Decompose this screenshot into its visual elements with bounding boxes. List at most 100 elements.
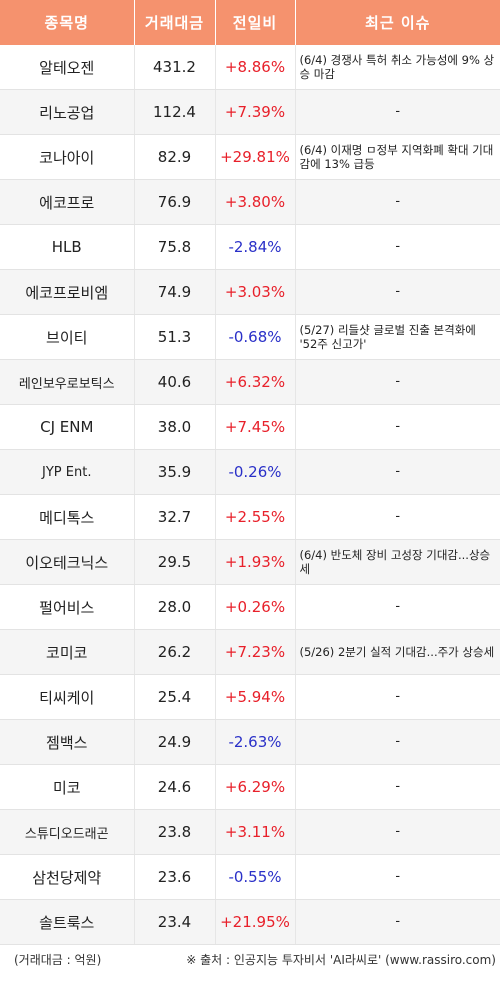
- stock-name: 레인보우로보틱스: [0, 359, 135, 405]
- stock-name: 스튜디오드래곤: [0, 809, 135, 855]
- trade-volume: 24.9: [134, 719, 216, 765]
- table-row: 펄어비스 28.0 +0.26% -: [0, 584, 500, 630]
- table-header: 종목명 거래대금 전일비 최근 이슈: [0, 0, 500, 45]
- price-change: -2.63%: [215, 719, 296, 765]
- stock-name: 젬백스: [0, 719, 135, 765]
- unit-note: (거래대금 : 억원): [14, 953, 102, 967]
- stock-table-container: 종목명 거래대금 전일비 최근 이슈 알테오젠 431.2 +8.86% (6/4) …: [0, 0, 500, 968]
- table-row: 에코프로 76.9 +3.80% -: [0, 179, 500, 225]
- recent-issue: -: [295, 449, 500, 495]
- price-change: +29.81%: [215, 134, 296, 180]
- trade-volume: 23.4: [134, 899, 216, 945]
- recent-issue: -: [295, 854, 500, 900]
- price-change: -0.68%: [215, 314, 296, 360]
- table-row: 알테오젠 431.2 +8.86% (6/4) 경쟁사 특허 취소 가능성에 9% 상…: [0, 45, 500, 90]
- price-change: +3.03%: [215, 269, 296, 315]
- trade-volume: 24.6: [134, 764, 216, 810]
- source-note: ※ 출처 : 인공지능 투자비서 'AI라씨로' (www.rassiro.co…: [186, 953, 496, 967]
- recent-issue: -: [295, 179, 500, 225]
- recent-issue: -: [295, 359, 500, 405]
- stock-name: HLB: [0, 224, 135, 270]
- recent-issue: -: [295, 809, 500, 855]
- stock-name: 에코프로: [0, 179, 135, 225]
- table-row: 에코프로비엠 74.9 +3.03% -: [0, 269, 500, 315]
- price-change: +1.93%: [215, 539, 296, 585]
- trade-volume: 35.9: [134, 449, 216, 495]
- recent-issue: -: [295, 224, 500, 270]
- table-body: 알테오젠 431.2 +8.86% (6/4) 경쟁사 특허 취소 가능성에 9% 상…: [0, 45, 500, 945]
- recent-issue: -: [295, 764, 500, 810]
- table-row: 리노공업 112.4 +7.39% -: [0, 89, 500, 135]
- stock-name: 메디톡스: [0, 494, 135, 540]
- recent-issue: (5/27) 리들샷 글로벌 진출 본격화에 '52주 신고가': [295, 314, 500, 360]
- trade-volume: 431.2: [134, 45, 216, 90]
- price-change: +0.26%: [215, 584, 296, 630]
- recent-issue: -: [295, 269, 500, 315]
- price-change: +7.39%: [215, 89, 296, 135]
- price-change: +5.94%: [215, 674, 296, 720]
- price-change: +7.45%: [215, 404, 296, 450]
- trade-volume: 74.9: [134, 269, 216, 315]
- footer: (거래대금 : 억원) ※ 출처 : 인공지능 투자비서 'AI라씨로' (ww…: [0, 945, 500, 968]
- table-row: 레인보우로보틱스 40.6 +6.32% -: [0, 359, 500, 405]
- trade-volume: 23.6: [134, 854, 216, 900]
- stock-name: 리노공업: [0, 89, 135, 135]
- recent-issue: -: [295, 404, 500, 450]
- price-change: +2.55%: [215, 494, 296, 540]
- header-volume: 거래대금: [134, 0, 216, 45]
- trade-volume: 26.2: [134, 629, 216, 675]
- price-change: +3.80%: [215, 179, 296, 225]
- trade-volume: 51.3: [134, 314, 216, 360]
- table-row: 이오테크닉스 29.5 +1.93% (6/4) 반도체 장비 고성장 기대감...상…: [0, 539, 500, 585]
- table-row: 브이티 51.3 -0.68% (5/27) 리들샷 글로벌 진출 본격화에 '52주…: [0, 314, 500, 360]
- recent-issue: -: [295, 89, 500, 135]
- trade-volume: 25.4: [134, 674, 216, 720]
- trade-volume: 28.0: [134, 584, 216, 630]
- stock-name: 티씨케이: [0, 674, 135, 720]
- price-change: +3.11%: [215, 809, 296, 855]
- recent-issue: (6/4) 이재명 ㅁ정부 지역화폐 확대 기대감에 13% 급등: [295, 134, 500, 180]
- trade-volume: 38.0: [134, 404, 216, 450]
- trade-volume: 112.4: [134, 89, 216, 135]
- table-row: 스튜디오드래곤 23.8 +3.11% -: [0, 809, 500, 855]
- price-change: +21.95%: [215, 899, 296, 945]
- table-row: 솔트룩스 23.4 +21.95% -: [0, 899, 500, 945]
- stock-name: 코미코: [0, 629, 135, 675]
- recent-issue: -: [295, 584, 500, 630]
- table-row: 티씨케이 25.4 +5.94% -: [0, 674, 500, 720]
- table-row: CJ ENM 38.0 +7.45% -: [0, 404, 500, 450]
- stock-name: 솔트룩스: [0, 899, 135, 945]
- trade-volume: 40.6: [134, 359, 216, 405]
- header-issue: 최근 이슈: [295, 0, 500, 45]
- recent-issue: -: [295, 674, 500, 720]
- recent-issue: (6/4) 경쟁사 특허 취소 가능성에 9% 상승 마감: [295, 45, 500, 90]
- trade-volume: 76.9: [134, 179, 216, 225]
- stock-name: 삼천당제약: [0, 854, 135, 900]
- stock-name: 알테오젠: [0, 45, 135, 90]
- trade-volume: 32.7: [134, 494, 216, 540]
- stock-name: 에코프로비엠: [0, 269, 135, 315]
- table-row: JYP Ent. 35.9 -0.26% -: [0, 449, 500, 495]
- trade-volume: 23.8: [134, 809, 216, 855]
- stock-name: 이오테크닉스: [0, 539, 135, 585]
- recent-issue: -: [295, 494, 500, 540]
- price-change: +8.86%: [215, 45, 296, 90]
- header-name: 종목명: [0, 0, 135, 45]
- recent-issue: (5/26) 2분기 실적 기대감...주가 상승세: [295, 629, 500, 675]
- header-change: 전일비: [215, 0, 296, 45]
- price-change: -0.26%: [215, 449, 296, 495]
- recent-issue: (6/4) 반도체 장비 고성장 기대감...상승세: [295, 539, 500, 585]
- recent-issue: -: [295, 899, 500, 945]
- price-change: +7.23%: [215, 629, 296, 675]
- trade-volume: 29.5: [134, 539, 216, 585]
- stock-table: 종목명 거래대금 전일비 최근 이슈 알테오젠 431.2 +8.86% (6/4) …: [0, 0, 500, 945]
- stock-name: JYP Ent.: [0, 449, 135, 495]
- stock-name: 코나아이: [0, 134, 135, 180]
- trade-volume: 82.9: [134, 134, 216, 180]
- table-row: 메디톡스 32.7 +2.55% -: [0, 494, 500, 540]
- table-row: 코미코 26.2 +7.23% (5/26) 2분기 실적 기대감...주가 상승세: [0, 629, 500, 675]
- price-change: -2.84%: [215, 224, 296, 270]
- table-row: 코나아이 82.9 +29.81% (6/4) 이재명 ㅁ정부 지역화폐 확대 기대감…: [0, 134, 500, 180]
- table-row: HLB 75.8 -2.84% -: [0, 224, 500, 270]
- stock-name: CJ ENM: [0, 404, 135, 450]
